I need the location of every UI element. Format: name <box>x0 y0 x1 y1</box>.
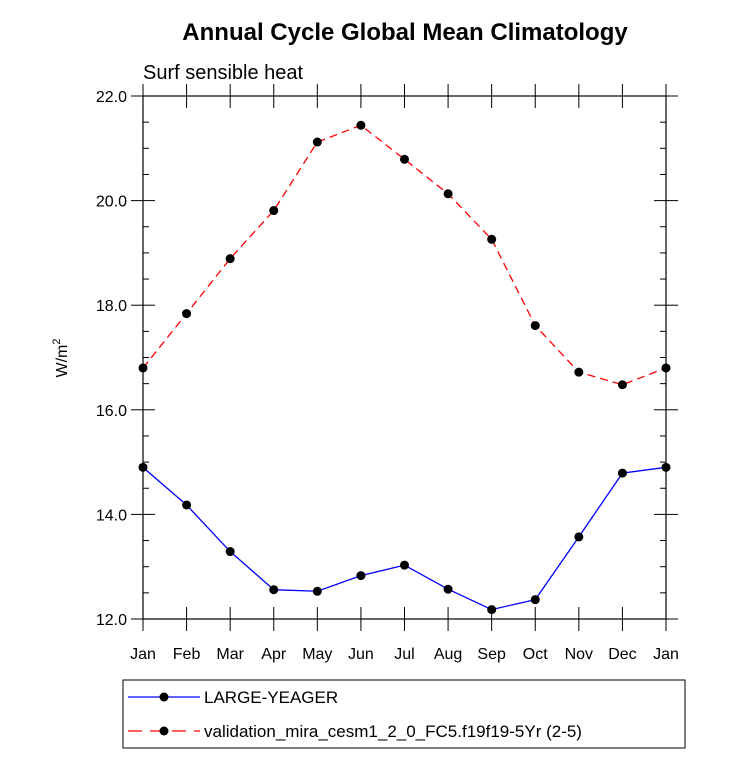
x-tick-label: Jan <box>653 646 679 663</box>
chart-title: Annual Cycle Global Mean Climatology <box>182 19 628 46</box>
series-line-2 <box>142 124 667 386</box>
x-tick-label: Mar <box>216 646 244 663</box>
data-point <box>400 154 409 164</box>
data-point <box>574 532 584 542</box>
data-point <box>269 206 279 216</box>
x-tick-label: Feb <box>173 646 201 663</box>
chart-subtitle: Surf sensible heat <box>143 62 304 84</box>
data-point <box>269 585 279 595</box>
legend-marker <box>159 726 169 736</box>
x-tick-label: Aug <box>434 646 462 663</box>
x-tick-label: Oct <box>523 646 548 663</box>
data-point <box>661 363 671 373</box>
legend: LARGE-YEAGER validation_mira_cesm1_2_0_FC… <box>122 679 686 749</box>
series-layer <box>138 120 671 615</box>
y-axis-label: W/m2 <box>51 339 71 378</box>
x-tick-label: Jan <box>130 646 156 663</box>
data-point <box>225 254 235 264</box>
y-tick-label: 16.0 <box>96 403 127 420</box>
y-tick-label: 18.0 <box>96 298 127 315</box>
x-tick-label: Apr <box>261 646 287 663</box>
y-tick-label: 14.0 <box>96 507 127 524</box>
y-tick-label: 12.0 <box>96 612 127 629</box>
data-point <box>312 137 322 147</box>
axis-ticks: 12.0 14.0 16.0 18.0 20.0 22.0 Jan Feb Mar Apr May J… <box>96 84 679 663</box>
legend-marker <box>159 692 169 702</box>
legend-label-1: LARGE-YEAGER <box>204 688 338 707</box>
data-point <box>312 586 322 596</box>
x-tick-label: Jun <box>348 646 374 663</box>
x-tick-label: Dec <box>608 646 636 663</box>
data-point <box>617 468 627 478</box>
x-tick-label: Jul <box>394 646 414 663</box>
y-tick-label: 22.0 <box>96 89 127 106</box>
legend-box <box>122 679 686 749</box>
data-point <box>182 500 192 510</box>
data-point <box>225 547 235 557</box>
data-point <box>400 560 409 570</box>
data-point <box>530 595 540 605</box>
data-point <box>617 380 627 390</box>
data-point <box>356 120 366 130</box>
plot-frame <box>142 95 667 620</box>
data-point <box>487 234 497 244</box>
y-axis-label-base: W/m <box>54 345 71 378</box>
series-line-1 <box>142 466 667 611</box>
x-tick-label: Sep <box>477 646 506 663</box>
y-axis-label-superscript: 2 <box>51 339 63 345</box>
data-point <box>356 571 366 581</box>
plot-area <box>142 95 667 620</box>
data-point <box>138 462 148 472</box>
data-point <box>530 321 540 331</box>
data-point <box>574 367 584 377</box>
x-tick-label: May <box>302 646 332 663</box>
legend-label-2: validation_mira_cesm1_2_0_FC5.f19f19-5Yr… <box>204 722 582 741</box>
y-tick-label: 20.0 <box>96 194 127 211</box>
data-point <box>138 363 148 373</box>
data-point <box>182 309 192 319</box>
data-point <box>443 584 453 594</box>
data-point <box>443 189 453 199</box>
data-point <box>661 462 671 472</box>
data-point <box>487 605 497 615</box>
x-tick-label: Nov <box>565 646 593 663</box>
